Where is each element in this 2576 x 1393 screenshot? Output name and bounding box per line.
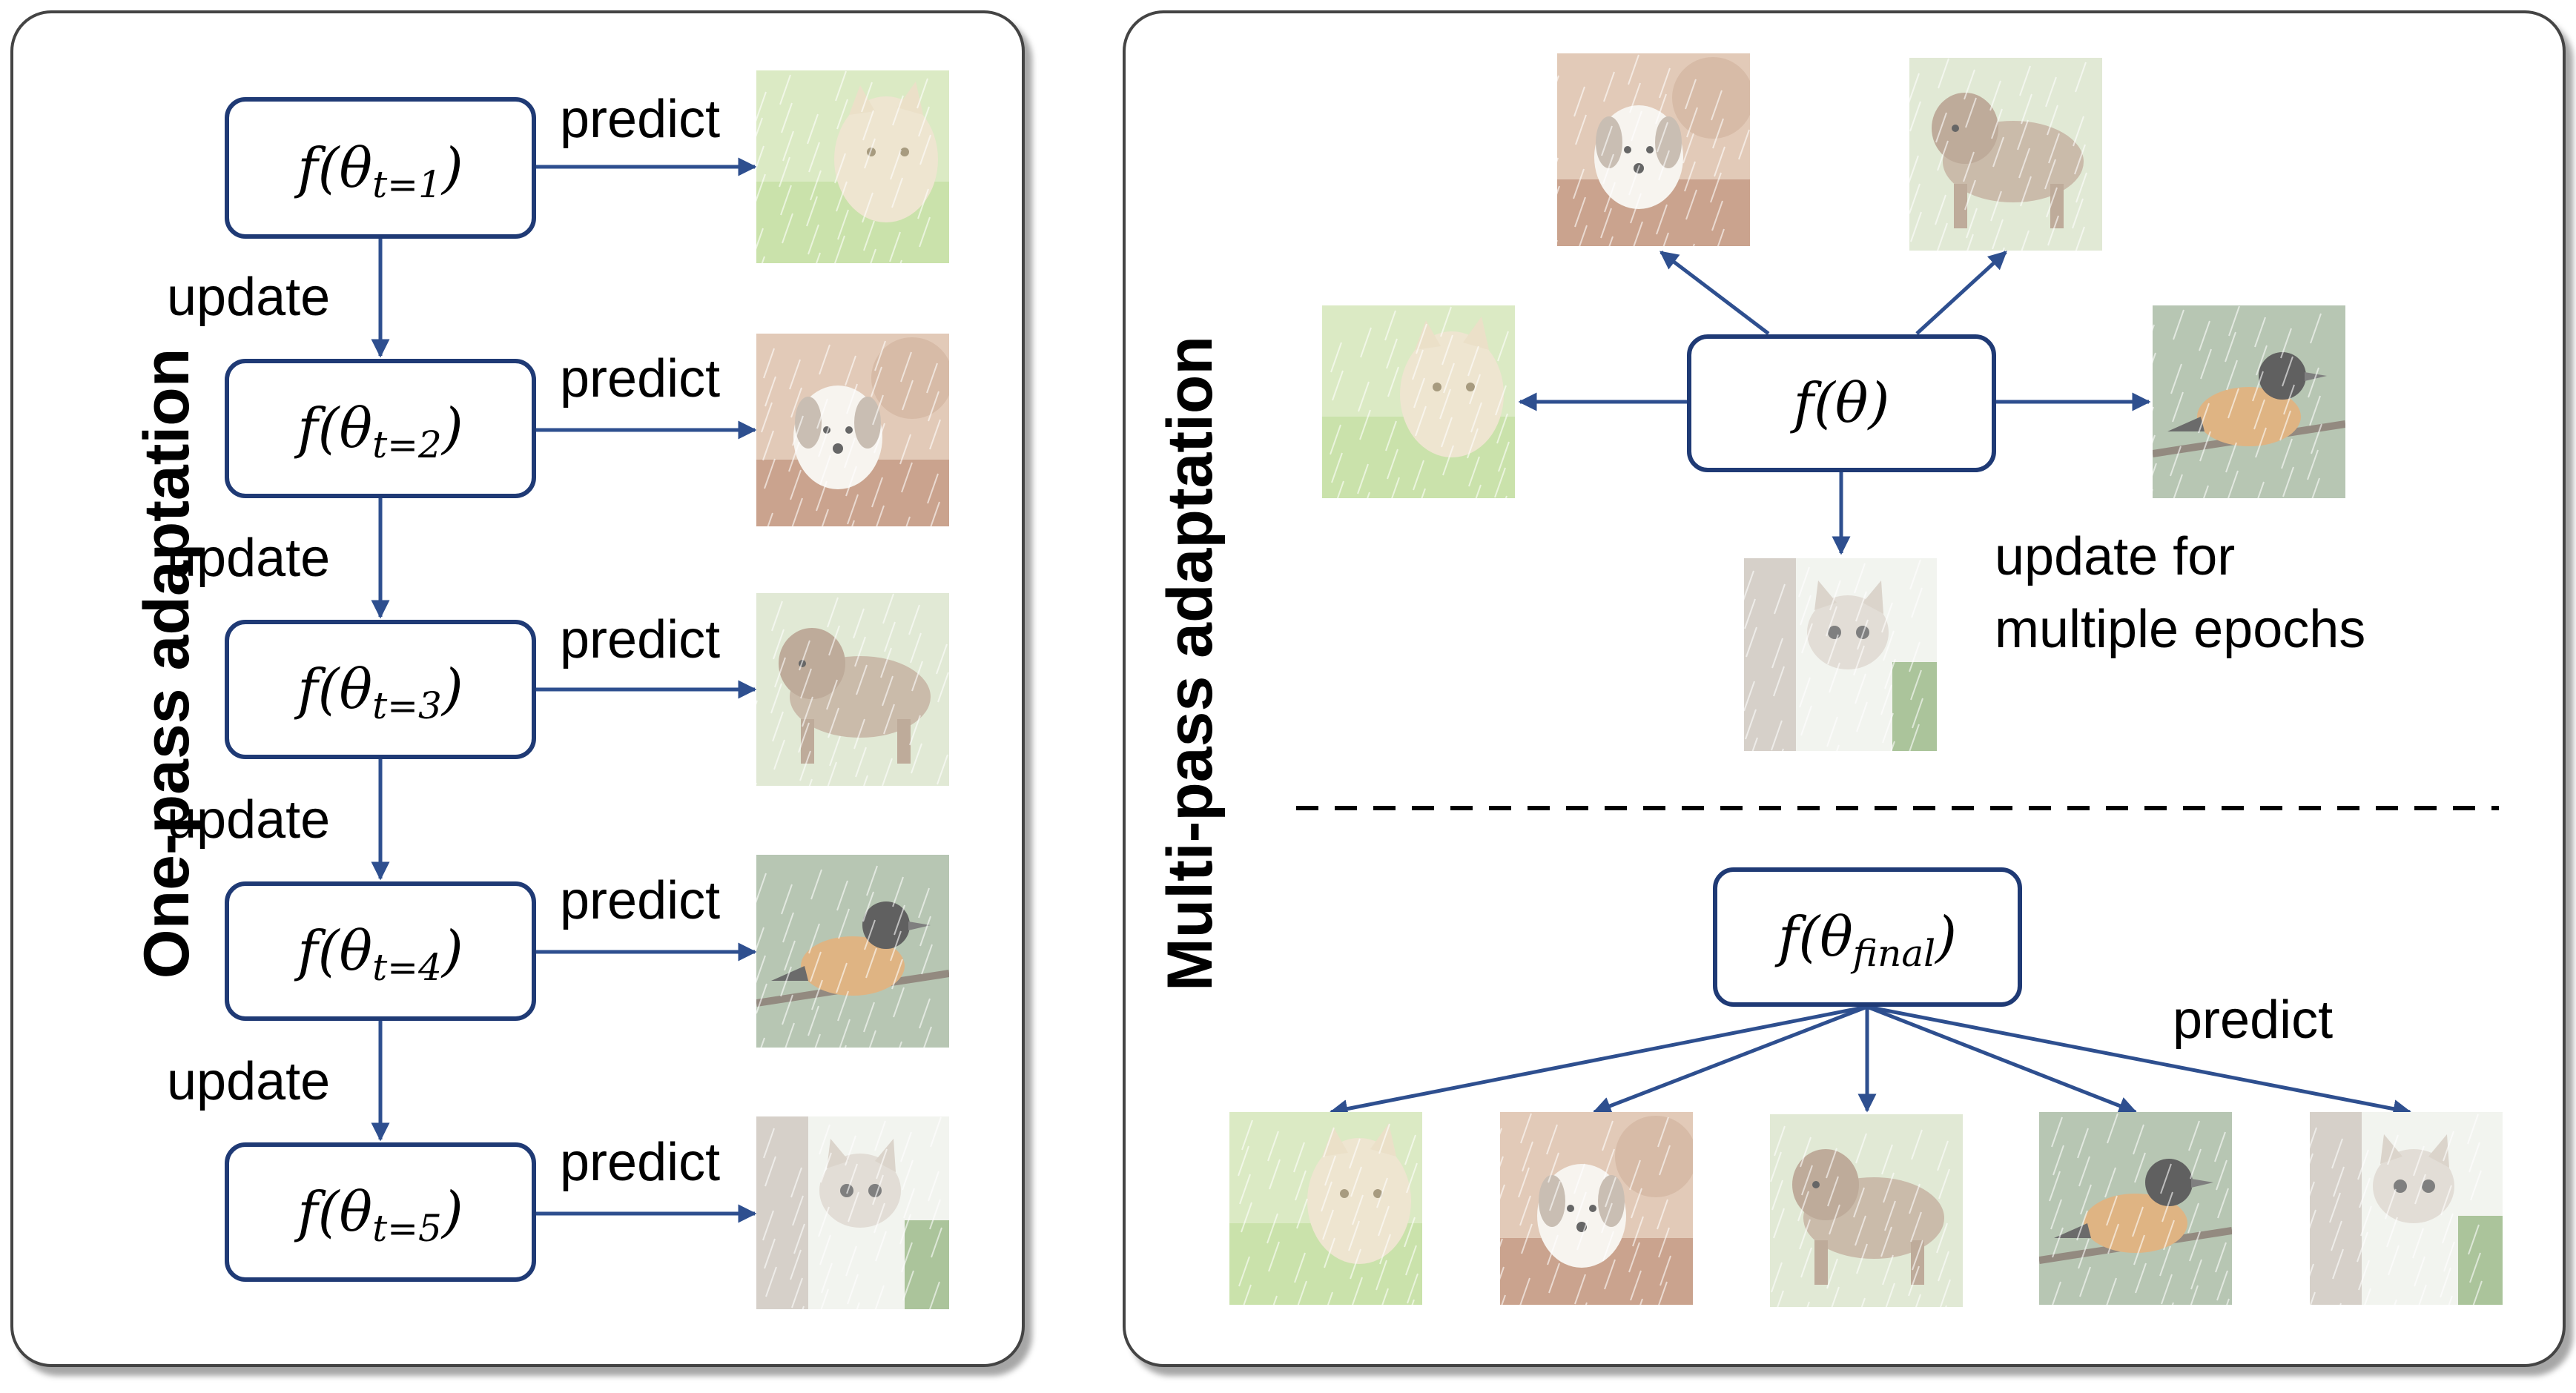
model-box-t5: f(θt=5) (225, 1142, 536, 1282)
model-box-t3: f(θt=3) (225, 620, 536, 759)
dog-photo (1557, 53, 1750, 246)
model-label: f(θt=4) (297, 919, 463, 989)
model-box-final: f(θfinal) (1713, 867, 2022, 1007)
kitten-photo (1744, 558, 1937, 751)
image-dog (1500, 1112, 1693, 1305)
puppy-photo (756, 593, 949, 786)
kitten-photo (756, 1116, 949, 1309)
image-bird (2153, 305, 2345, 498)
image-puppy (756, 593, 949, 786)
model-label: f(θt=1) (297, 136, 463, 206)
image-cat (756, 70, 949, 263)
image-puppy (1770, 1114, 1963, 1307)
cat-photo (1322, 305, 1515, 498)
update-label-2: update (167, 529, 331, 588)
predict-label-4: predict (560, 871, 721, 930)
kitten-photo (2310, 1112, 2503, 1305)
model-box-t1: f(θt=1) (225, 97, 536, 239)
model-box-theta: f(θ) (1687, 334, 1996, 472)
one-pass-title: One-pass adaptation (131, 348, 202, 979)
predict-label-5: predict (560, 1133, 721, 1192)
image-bird (2039, 1112, 2232, 1305)
update-label-3: update (167, 790, 331, 850)
model-label: f(θt=2) (297, 397, 463, 466)
model-box-t4: f(θt=4) (225, 881, 536, 1021)
predict-label-final: predict (2173, 990, 2334, 1050)
predict-label-2: predict (560, 349, 721, 408)
update-label-4: update (167, 1052, 331, 1111)
update-epochs-line2: multiple epochs (1995, 600, 2366, 659)
model-label: f(θt=5) (297, 1180, 463, 1250)
image-dog (1557, 53, 1750, 246)
bird-photo (756, 855, 949, 1048)
image-puppy (1909, 58, 2102, 251)
bird-photo (2153, 305, 2345, 498)
model-box-t2: f(θt=2) (225, 359, 536, 498)
predict-label-1: predict (560, 90, 721, 149)
model-label: f(θt=3) (297, 658, 463, 727)
cat-photo (756, 70, 949, 263)
image-kitten (1744, 558, 1937, 751)
image-bird (756, 855, 949, 1048)
multi-pass-title: Multi-pass adaptation (1155, 336, 1226, 991)
image-dog (756, 334, 949, 526)
model-label: f(θfinal) (1777, 905, 1958, 975)
bird-photo (2039, 1112, 2232, 1305)
image-kitten (756, 1116, 949, 1309)
puppy-photo (1770, 1114, 1963, 1307)
dog-photo (1500, 1112, 1693, 1305)
image-kitten (2310, 1112, 2503, 1305)
update-label-1: update (167, 268, 331, 327)
cat-photo (1229, 1112, 1422, 1305)
image-cat (1229, 1112, 1422, 1305)
update-epochs-line1: update for (1995, 527, 2236, 586)
puppy-photo (1909, 58, 2102, 251)
predict-label-3: predict (560, 610, 721, 669)
image-cat (1322, 305, 1515, 498)
dog-photo (756, 334, 949, 526)
model-label: f(θ) (1793, 371, 1890, 435)
